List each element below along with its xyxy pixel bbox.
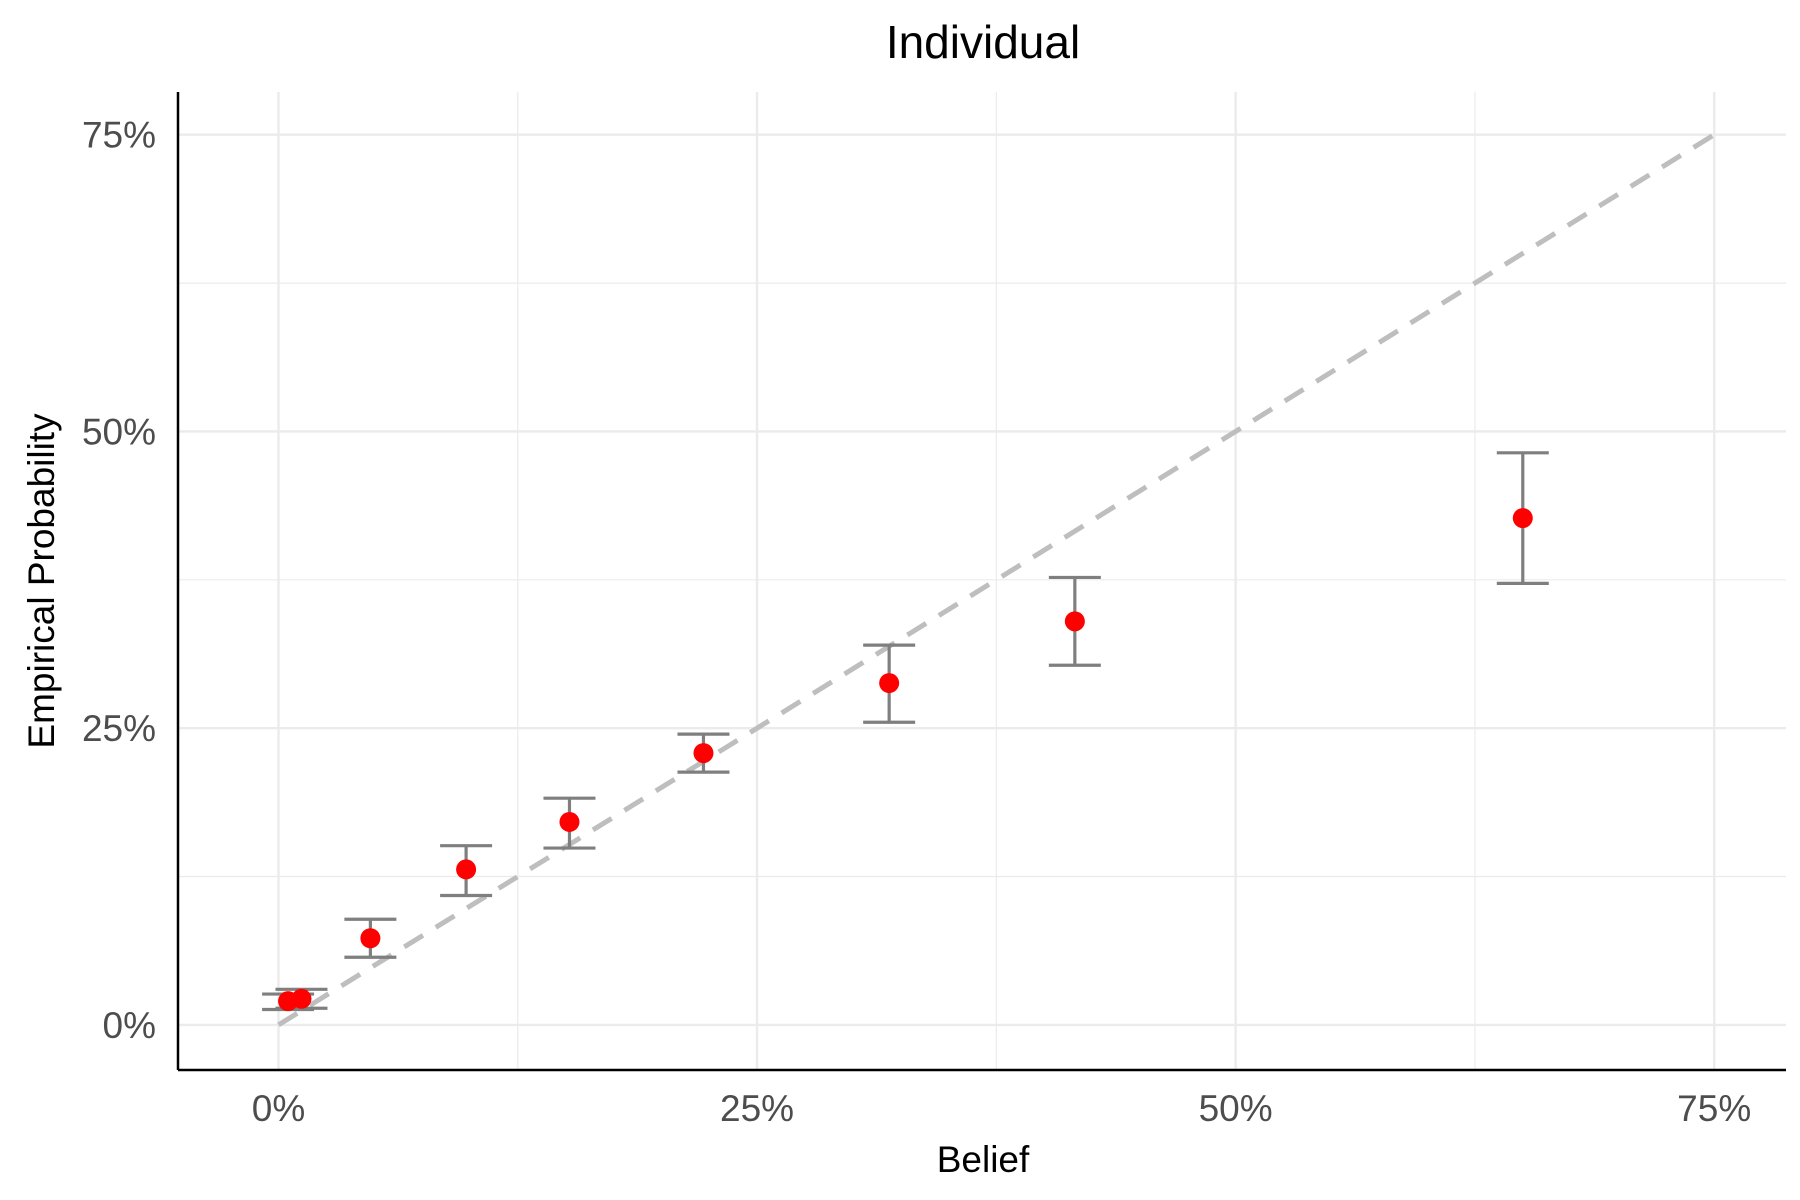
data-point <box>559 811 580 832</box>
x-tick-label: 50% <box>1199 1088 1273 1129</box>
data-point <box>360 928 381 949</box>
y-tick-label: 75% <box>82 115 156 156</box>
grid <box>178 92 1786 1070</box>
x-tick-label: 25% <box>720 1088 794 1129</box>
x-axis-title: Belief <box>937 1139 1030 1180</box>
data-point <box>456 859 477 880</box>
x-tick-label: 0% <box>252 1088 305 1129</box>
y-tick-labels: 0% 25% 50% 75% <box>82 115 156 1046</box>
axes <box>176 92 1786 1072</box>
data-point <box>879 673 900 694</box>
data-point <box>291 988 312 1009</box>
data-point <box>1512 508 1533 529</box>
data-points <box>278 508 1533 1012</box>
chart-title: Individual <box>886 16 1080 68</box>
y-tick-label: 0% <box>103 1005 156 1046</box>
data-point <box>693 743 714 764</box>
data-point <box>1064 611 1085 632</box>
y-axis-title: Empirical Probability <box>21 413 62 749</box>
y-tick-label: 50% <box>82 411 156 452</box>
reference-diagonal-line <box>277 132 1716 1028</box>
y-tick-label: 25% <box>82 708 156 749</box>
error-bars <box>262 451 1549 1012</box>
x-tick-label: 75% <box>1677 1088 1751 1129</box>
x-tick-labels: 0% 25% 50% 75% <box>252 1088 1751 1129</box>
